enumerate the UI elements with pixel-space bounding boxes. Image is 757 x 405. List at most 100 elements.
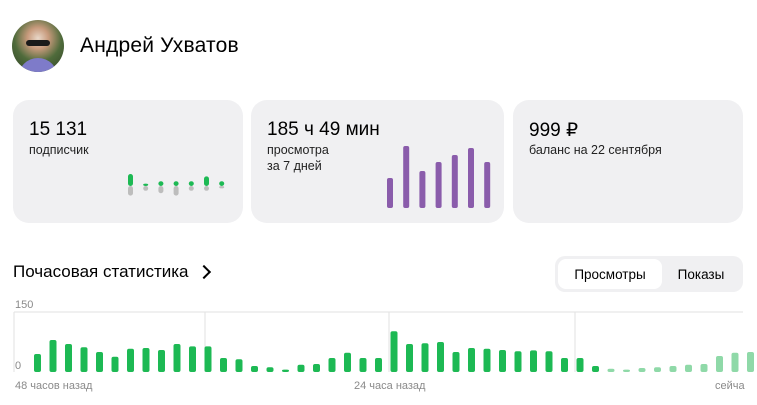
- hourly-bar: [266, 367, 274, 372]
- hourly-bar: [65, 344, 72, 372]
- views-card[interactable]: 185 ч 49 мин просмотра за 7 дней: [251, 100, 504, 223]
- subscribers-value: 15 131: [29, 119, 88, 140]
- profile-name[interactable]: Андрей Ухватов: [80, 34, 239, 57]
- hourly-bar: [530, 350, 537, 372]
- views-label: просмотра за 7 дней: [267, 142, 329, 174]
- subscribers-gain-bar: [219, 181, 225, 186]
- subscribers-loss-bar: [188, 186, 194, 191]
- hourly-bar: [235, 359, 243, 372]
- hourly-bar: [669, 366, 677, 372]
- hourly-bar: [344, 352, 351, 372]
- hourly-bar: [220, 358, 227, 372]
- hourly-bar: [204, 346, 212, 372]
- hourly-bar: [483, 348, 491, 372]
- subscribers-loss-bar: [128, 186, 133, 196]
- hourly-stats-link[interactable]: Почасовая статистика: [13, 262, 211, 282]
- hourly-bar: [173, 344, 181, 372]
- hourly-bar: [700, 364, 708, 372]
- views-bar: [403, 146, 410, 208]
- hourly-bar: [96, 352, 103, 372]
- hourly-bar: [375, 358, 382, 372]
- balance-label: баланс на 22 сентября: [529, 142, 662, 158]
- hourly-bar: [499, 350, 506, 372]
- y-tick-label: 150: [15, 299, 33, 311]
- subscribers-label-line: подписчик: [29, 143, 89, 157]
- toggle-impressions[interactable]: Показы: [677, 266, 725, 282]
- subscribers-loss-bar: [219, 186, 225, 189]
- hourly-bar: [561, 358, 568, 372]
- metric-toggle[interactable]: Просмотры Показы: [555, 256, 743, 292]
- hourly-bar: [251, 366, 258, 372]
- subscribers-loss-bar: [158, 186, 164, 194]
- hourly-bar: [623, 369, 630, 372]
- views-bar: [435, 162, 442, 208]
- views-bar: [451, 155, 458, 208]
- hourly-bar: [282, 369, 289, 372]
- hourly-bar: [654, 367, 661, 372]
- hourly-bar: [638, 368, 646, 372]
- hourly-bar: [421, 343, 429, 372]
- hourly-bar: [34, 354, 41, 372]
- balance-label-line: баланс на 22 сентября: [529, 143, 662, 157]
- hourly-bar: [468, 348, 475, 372]
- hourly-bar: [158, 350, 165, 372]
- subscribers-gain-bar: [128, 174, 133, 186]
- hourly-bar: [437, 342, 444, 372]
- views-label-line-2: за 7 дней: [267, 159, 322, 173]
- hourly-bar: [685, 364, 692, 372]
- hourly-bar: [514, 351, 522, 372]
- x-label-24h: 24 часа назад: [354, 380, 426, 392]
- subscribers-loss-bar: [143, 186, 149, 191]
- hourly-bar: [452, 352, 460, 372]
- hourly-bar: [359, 358, 367, 372]
- balance-card[interactable]: 999 ₽ баланс на 22 сентября: [513, 100, 743, 223]
- hourly-bar: [406, 344, 413, 372]
- subscribers-loss-bar: [173, 186, 179, 196]
- views-bar: [419, 171, 426, 208]
- subscribers-gain-bar: [158, 181, 164, 186]
- hourly-bar: [576, 358, 584, 372]
- hourly-bar: [111, 356, 119, 372]
- x-label-48h: 48 часов назад: [15, 380, 93, 392]
- avatar[interactable]: [12, 20, 64, 72]
- chevron-right-icon: [196, 264, 211, 280]
- hourly-bar: [390, 331, 398, 372]
- views-value: 185 ч 49 мин: [267, 119, 380, 140]
- views-bar: [484, 162, 491, 208]
- subscribers-label: подписчик: [29, 142, 89, 158]
- views-mini-chart: [387, 146, 491, 208]
- hourly-bar: [545, 351, 553, 372]
- subscribers-gain-bar: [143, 183, 149, 186]
- balance-value: 999 ₽: [529, 120, 579, 141]
- hourly-bar: [297, 364, 305, 372]
- hourly-bar: [328, 358, 336, 372]
- hourly-bar: [49, 340, 57, 372]
- hourly-bar: [127, 348, 134, 372]
- subscribers-mini-chart: [128, 174, 225, 196]
- subscribers-gain-bar: [204, 176, 209, 186]
- hourly-bar: [80, 347, 88, 372]
- hourly-stats-title: Почасовая статистика: [13, 262, 189, 281]
- hourly-bar: [142, 348, 150, 372]
- toggle-views[interactable]: Просмотры: [558, 259, 662, 289]
- profile-header: Андрей Ухватов: [12, 18, 239, 74]
- subscribers-loss-bar: [204, 186, 209, 191]
- views-bar: [387, 178, 393, 208]
- avatar-shirt: [18, 58, 58, 72]
- subscribers-gain-bar: [188, 181, 194, 186]
- views-label-line-1: просмотра: [267, 143, 329, 157]
- hourly-bar: [313, 364, 320, 372]
- views-bar: [468, 148, 474, 208]
- hourly-bar: [607, 368, 615, 372]
- hourly-bar: [189, 346, 196, 372]
- subscribers-gain-bar: [173, 181, 179, 186]
- avatar-glasses: [26, 40, 50, 46]
- hourly-bar: [592, 366, 599, 372]
- hourly-bar: [716, 356, 723, 372]
- y-tick-label: 0: [15, 360, 21, 372]
- hourly-bar: [731, 352, 739, 372]
- subscribers-card[interactable]: 15 131 подписчик: [13, 100, 243, 223]
- hourly-bar: [747, 352, 754, 372]
- x-label-now: сейча: [715, 380, 745, 392]
